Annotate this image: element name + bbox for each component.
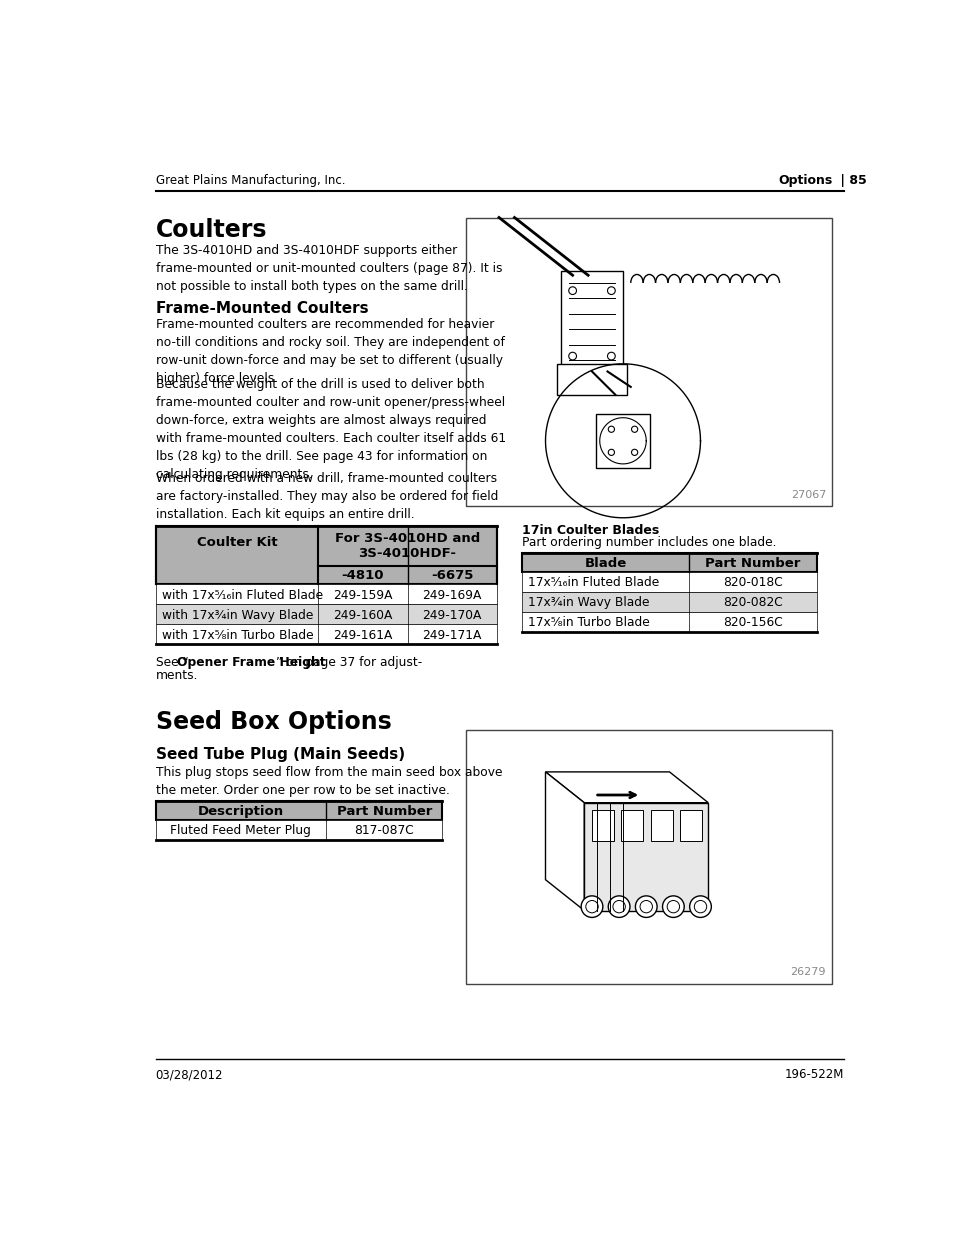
Text: Seed Box Options: Seed Box Options [155, 710, 391, 735]
Text: 17in Coulter Blades: 17in Coulter Blades [521, 524, 659, 537]
Bar [650, 810, 672, 841]
Text: 249-159A: 249-159A [333, 589, 393, 601]
Text: -4810: -4810 [341, 569, 384, 583]
Text: Frame-Mounted Coulters: Frame-Mounted Coulters [155, 300, 368, 316]
Bar [155, 604, 497, 624]
Text: 249-161A: 249-161A [333, 629, 393, 642]
Bar [155, 526, 497, 584]
Circle shape [666, 900, 679, 913]
Text: The 3S-4010HD and 3S-4010HDF supports either
frame-mounted or unit-mounted coult: The 3S-4010HD and 3S-4010HDF supports ei… [155, 245, 501, 294]
Text: Fluted Feed Meter Plug: Fluted Feed Meter Plug [171, 824, 311, 837]
Bar [557, 364, 626, 395]
Text: -6675: -6675 [431, 569, 473, 583]
Text: 820-018C: 820-018C [722, 577, 781, 589]
Text: 196-522M: 196-522M [783, 1068, 843, 1082]
Text: 03/28/2012: 03/28/2012 [155, 1068, 223, 1082]
Bar [620, 810, 642, 841]
Bar [560, 272, 622, 372]
Text: Opener Frame Height: Opener Frame Height [177, 656, 326, 669]
Circle shape [612, 900, 624, 913]
Text: Because the weight of the drill is used to deliver both
frame-mounted coulter an: Because the weight of the drill is used … [155, 378, 505, 480]
Text: 817-087C: 817-087C [355, 824, 414, 837]
Text: Description: Description [197, 805, 284, 818]
Text: with 17x¾in Wavy Blade: with 17x¾in Wavy Blade [162, 609, 313, 621]
Text: 17x¾in Wavy Blade: 17x¾in Wavy Blade [528, 597, 649, 609]
Circle shape [689, 895, 711, 918]
Bar [155, 584, 497, 604]
Bar [521, 572, 816, 592]
Polygon shape [583, 803, 707, 910]
Text: 3S-4010HDF-: 3S-4010HDF- [358, 547, 456, 559]
Bar [521, 611, 816, 632]
Text: For 3S-4010HD and: For 3S-4010HD and [335, 531, 479, 545]
Bar [596, 414, 649, 468]
Text: Part Number: Part Number [704, 557, 800, 571]
Polygon shape [545, 772, 583, 910]
Text: Options: Options [778, 174, 831, 186]
Bar [155, 802, 442, 820]
Text: 249-169A: 249-169A [422, 589, 481, 601]
Circle shape [580, 895, 602, 918]
Text: 26279: 26279 [790, 967, 825, 977]
Bar [521, 592, 816, 611]
Text: with 17x⁵⁄₈in Turbo Blade: with 17x⁵⁄₈in Turbo Blade [162, 629, 314, 642]
Text: | 85: | 85 [835, 174, 866, 186]
Text: ” on page 37 for adjust-: ” on page 37 for adjust- [275, 656, 421, 669]
Text: Coulter Kit: Coulter Kit [196, 536, 277, 550]
Text: Great Plains Manufacturing, Inc.: Great Plains Manufacturing, Inc. [155, 174, 345, 186]
Circle shape [608, 895, 629, 918]
Text: ments.: ments. [155, 668, 198, 682]
Text: Part Number: Part Number [336, 805, 432, 818]
Bar [155, 820, 442, 840]
Text: 17x⁵⁄₈in Turbo Blade: 17x⁵⁄₈in Turbo Blade [528, 616, 650, 630]
Text: 820-156C: 820-156C [722, 616, 781, 630]
Text: 249-160A: 249-160A [333, 609, 393, 621]
Bar [465, 217, 831, 506]
Circle shape [694, 900, 706, 913]
Text: Blade: Blade [584, 557, 626, 571]
Bar [521, 553, 816, 572]
Text: See “: See “ [155, 656, 189, 669]
Bar [155, 624, 497, 645]
Text: Frame-mounted coulters are recommended for heavier
no-till conditions and rocky : Frame-mounted coulters are recommended f… [155, 317, 504, 384]
Polygon shape [545, 772, 707, 803]
Text: Coulters: Coulters [155, 217, 267, 242]
Text: 820-082C: 820-082C [722, 597, 781, 609]
Circle shape [639, 900, 652, 913]
Text: 17x⁵⁄₁₆in Fluted Blade: 17x⁵⁄₁₆in Fluted Blade [528, 577, 659, 589]
Bar [592, 810, 613, 841]
Circle shape [635, 895, 657, 918]
Text: When ordered with a new drill, frame-mounted coulters
are factory-installed. The: When ordered with a new drill, frame-mou… [155, 472, 497, 521]
Text: Seed Tube Plug (Main Seeds): Seed Tube Plug (Main Seeds) [155, 747, 404, 762]
Bar [465, 730, 831, 983]
Bar [679, 810, 701, 841]
Circle shape [585, 900, 598, 913]
Text: with 17x⁵⁄₁₆in Fluted Blade: with 17x⁵⁄₁₆in Fluted Blade [162, 589, 323, 601]
Circle shape [661, 895, 683, 918]
Text: Part ordering number includes one blade.: Part ordering number includes one blade. [521, 536, 776, 550]
Text: This plug stops seed flow from the main seed box above
the meter. Order one per : This plug stops seed flow from the main … [155, 766, 501, 797]
Text: 249-170A: 249-170A [422, 609, 481, 621]
Text: 27067: 27067 [790, 490, 825, 500]
Text: 249-171A: 249-171A [422, 629, 481, 642]
